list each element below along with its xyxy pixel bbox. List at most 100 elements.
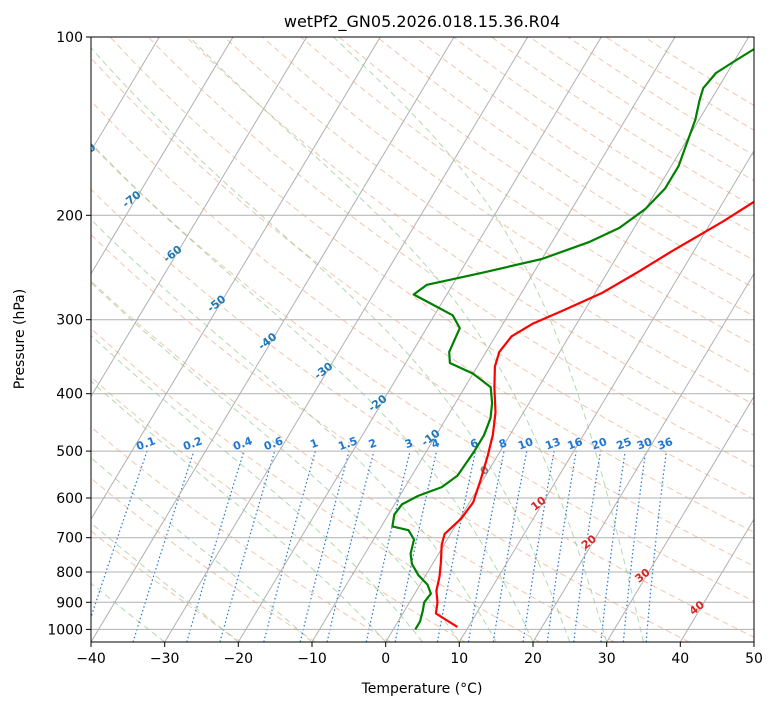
dry-adiabat-line	[91, 57, 754, 533]
isotherm-grid-line	[311, 37, 676, 642]
isotherm-grid-line	[532, 272, 754, 642]
x-tick-label: −20	[224, 651, 254, 667]
mixing-ratio-line	[622, 451, 647, 642]
moist-adiabat-line	[91, 334, 423, 642]
mixing-ratio-line	[600, 451, 626, 642]
dry-adiabat-line	[91, 376, 466, 642]
dry-adiabat-line	[147, 37, 754, 468]
mixing-ratio-line	[186, 450, 245, 642]
dry-adiabat-line	[91, 530, 242, 642]
isotherm-grid-line	[91, 37, 381, 521]
mixing-ratio-label: 30	[635, 435, 654, 453]
isotherm-grid-line	[91, 37, 234, 275]
mixing-ratio-label: 13	[543, 435, 562, 452]
y-tick-label: 100	[56, 30, 83, 46]
moist-adiabat-line	[91, 47, 571, 642]
mixing-ratio-label: 4	[430, 436, 442, 451]
isotherm-grid-line	[91, 37, 455, 642]
dry-adiabat-line	[91, 327, 541, 642]
chart-title: wetPf2_GN05.2026.018.15.36.R04	[284, 12, 560, 32]
mixing-ratio-line	[546, 451, 577, 642]
isotherm-grid-line	[91, 37, 308, 398]
moist-adiabat-line	[91, 142, 534, 642]
x-axis-title: Temperature (°C)	[361, 681, 483, 697]
mixing-ratio-line	[365, 450, 411, 642]
dry-adiabat-line	[91, 144, 754, 602]
x-tick-label: −10	[297, 651, 327, 667]
mixing-ratio-label: 1.5	[337, 434, 360, 453]
isotherm-grid-line	[91, 37, 160, 152]
mixing-ratio-label: 1	[308, 436, 320, 451]
mixing-ratio-line	[522, 450, 555, 642]
cold-isotherm-label: -80	[75, 140, 99, 163]
plot-area: 0.10.20.40.611.52346810131620253036-100-…	[75, 37, 754, 642]
x-tick-label: 40	[671, 651, 689, 667]
y-tick-label: 400	[56, 387, 83, 403]
dewpoint-profile-line	[391, 47, 754, 630]
dry-adiabat-line	[91, 280, 615, 642]
mixing-ratio-label: 20	[590, 435, 609, 453]
moist-adiabat-line	[91, 380, 387, 642]
temperature-profile-line	[434, 200, 754, 628]
mixing-ratio-label: 0.4	[231, 434, 254, 453]
dry-adiabat-line	[300, 37, 754, 346]
y-axis: 1000 900 800 700 600 500 400 300 200 100	[47, 30, 91, 638]
moist-adiabat-line	[333, 37, 644, 642]
isotherm-grid-line	[237, 37, 602, 642]
mixing-ratio-label: 25	[615, 435, 634, 452]
mixing-ratio-label: 10	[516, 435, 535, 453]
dry-adiabat-line	[376, 37, 754, 289]
mixing-ratio-line	[132, 450, 195, 642]
x-tick-label: 30	[598, 651, 616, 667]
y-tick-label: 700	[56, 531, 83, 547]
x-tick-label: 0	[381, 651, 390, 667]
plot-frame	[90, 36, 755, 643]
isotherm-grid-line	[164, 37, 529, 642]
dry-adiabat-line	[262, 37, 754, 375]
mixing-ratio-line	[299, 450, 350, 642]
x-tick-label: −30	[150, 651, 180, 667]
dry-adiabat-line	[109, 37, 754, 500]
y-tick-label: 200	[56, 208, 83, 224]
y-tick-label: 500	[56, 444, 83, 460]
mixing-ratio-label: 36	[656, 435, 675, 453]
moist-adiabat-line	[91, 281, 460, 642]
mixing-ratio-label: 0.1	[135, 434, 158, 453]
y-tick-label: 900	[56, 595, 83, 611]
dry-adiabat-line	[91, 188, 754, 638]
mixing-ratio-line	[219, 450, 276, 642]
mixing-ratio-label: 0.2	[181, 434, 204, 453]
isopleth-labels: 0.10.20.40.611.52346810131620253036-100-…	[75, 140, 707, 617]
x-tick-label: 20	[524, 651, 542, 667]
mixing-ratio-label: 3	[403, 436, 415, 451]
isotherm-grid-line	[458, 149, 754, 642]
mixing-ratio-label: 8	[497, 436, 509, 451]
x-tick-label: 10	[450, 651, 468, 667]
dry-adiabat-line	[91, 100, 754, 567]
y-tick-label: 600	[56, 491, 83, 507]
isotherm-grid-line	[606, 395, 754, 642]
dry-adiabat-line	[91, 233, 690, 642]
y-tick-label: 800	[56, 565, 83, 581]
y-axis-title: Pressure (hPa)	[12, 289, 28, 389]
mixing-ratio-line	[573, 451, 602, 642]
mixing-ratio-line	[263, 450, 316, 642]
mixing-ratio-line	[645, 451, 667, 642]
dry-adiabat-line	[338, 37, 754, 317]
mixing-ratio-label: 6	[468, 436, 480, 451]
mixing-ratio-line	[326, 450, 375, 642]
mixing-ratio-label: 16	[566, 435, 585, 453]
mixing-ratio-lines	[91, 450, 667, 642]
dry-adiabat-line	[91, 426, 391, 642]
dry-adiabats	[91, 37, 754, 642]
y-tick-label: 1000	[47, 622, 83, 638]
x-tick-label: −40	[76, 651, 106, 667]
mixing-ratio-label: 2	[367, 436, 379, 451]
y-tick-label: 300	[56, 313, 83, 329]
mixing-ratio-label: 0.6	[262, 434, 285, 453]
x-tick-label: 50	[745, 651, 763, 667]
profile-series	[391, 47, 754, 630]
x-axis: −40 −30 −20 −10 0 10 20 30 40 50	[76, 642, 763, 667]
